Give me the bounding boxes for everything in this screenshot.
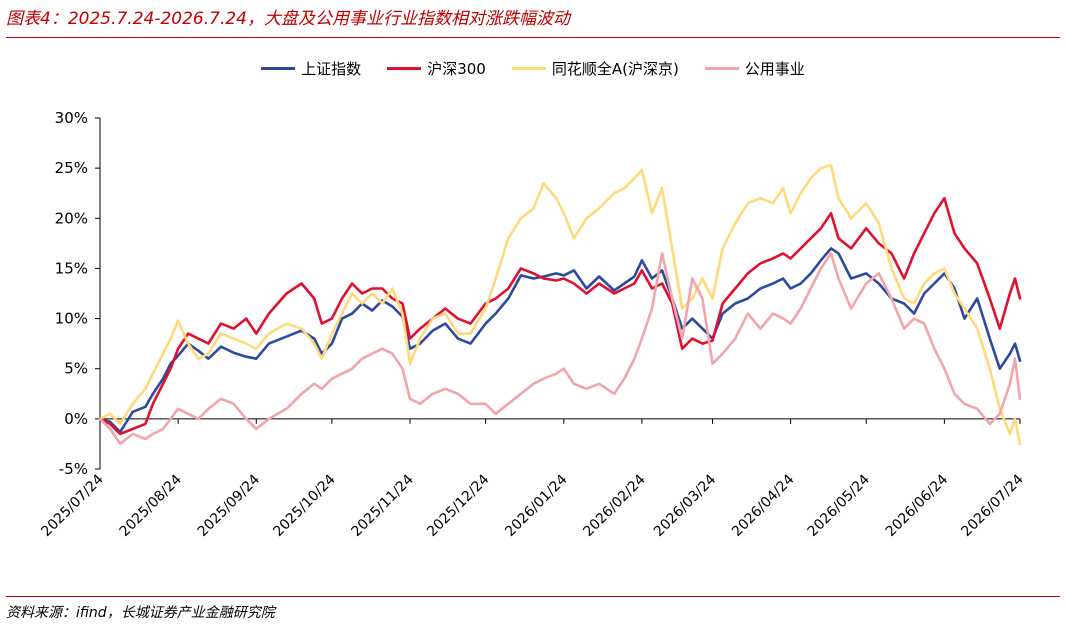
legend-swatch [704, 67, 739, 70]
line-chart: -5% 0% 5% 10% 15% 20% 25% 30% 2025/07/24 2025/08/… [38, 109, 1026, 540]
x-tick-label: 2025/11/24 [348, 471, 416, 539]
x-tick-label: 2026/06/24 [883, 471, 951, 539]
series-line-4 [98, 252, 1022, 446]
y-tick-label: 30% [55, 109, 88, 127]
legend-item: 上证指数 [261, 58, 361, 79]
x-tick-label: 2025/07/24 [38, 471, 106, 539]
x-tick-label: 2025/10/24 [270, 471, 338, 539]
legend-item: 同花顺全A(沪深京) [511, 58, 679, 79]
title-divider [6, 37, 1060, 38]
x-tick-label: 2026/02/24 [580, 471, 648, 539]
y-tick-label: 5% [64, 360, 88, 378]
legend-swatch [261, 67, 296, 70]
series-line-1 [98, 247, 1022, 434]
chart-legend: 上证指数 沪深300 同花顺全A(沪深京) 公用事业 [0, 58, 1066, 79]
y-tick-label: -5% [59, 460, 88, 478]
series-line-2 [98, 196, 1022, 436]
x-tick-label: 2025/08/24 [117, 471, 185, 539]
legend-item: 沪深300 [387, 58, 486, 79]
source-divider [6, 596, 1060, 597]
y-tick-label: 20% [55, 209, 88, 227]
x-tick-label: 2026/05/24 [805, 471, 873, 539]
legend-item: 公用事业 [704, 58, 805, 79]
y-tick-label: 25% [55, 159, 88, 177]
x-tick-label: 2026/07/24 [958, 471, 1026, 539]
y-tick-label: 10% [55, 310, 88, 328]
chart-title: 图表4：2025.7.24-2026.7.24，大盘及公用事业行业指数相对涨跌幅… [6, 9, 570, 29]
legend-swatch [387, 67, 422, 70]
source-note: 资料来源：ifind，长城证券产业金融研究院 [6, 605, 275, 621]
x-tick-label: 2026/03/24 [651, 471, 719, 539]
series-line-3 [98, 163, 1022, 446]
legend-label: 同花顺全A(沪深京) [551, 60, 679, 78]
legend-label: 公用事业 [744, 60, 805, 78]
y-tick-label: 0% [64, 410, 88, 428]
legend-swatch [511, 67, 546, 70]
x-tick-label: 2025/09/24 [195, 471, 263, 539]
y-tick-label: 15% [55, 259, 88, 277]
x-tick-label: 2026/04/24 [729, 471, 797, 539]
legend-label: 沪深300 [427, 60, 486, 78]
legend-label: 上证指数 [301, 60, 362, 78]
x-tick-label: 2026/01/24 [502, 471, 570, 539]
x-tick-label: 2025/12/24 [424, 471, 492, 539]
